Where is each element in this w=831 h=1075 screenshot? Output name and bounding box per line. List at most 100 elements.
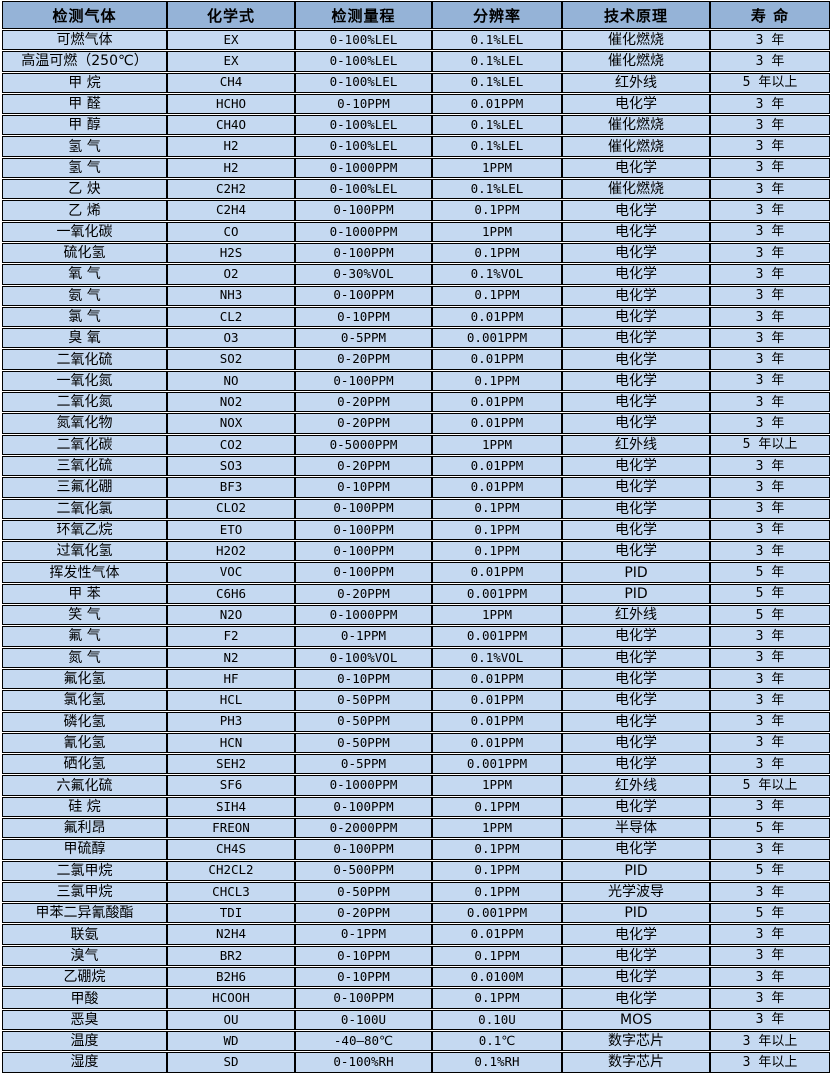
cell-resolution: 1PPM: [432, 775, 562, 796]
cell-resolution: 0.01PPM: [432, 711, 562, 732]
cell-gas: 湿度: [2, 1052, 167, 1073]
cell-gas: 硒化氢: [2, 754, 167, 775]
cell-formula: HF: [167, 668, 295, 690]
table-row: 氢 气 H2 0-100%LEL 0.1%LEL 催化燃烧 3 年: [2, 136, 830, 157]
cell-lifespan: 5 年以上: [710, 72, 830, 93]
cell-range: 0-100PPM: [295, 285, 432, 306]
cell-gas: 氯化氢: [2, 690, 167, 711]
cell-lifespan: 3 年: [710, 477, 830, 498]
cell-formula: CH4S: [167, 839, 295, 860]
cell-formula: CO2: [167, 434, 295, 455]
table-row: 过氧化氢 H2O2 0-100PPM 0.1PPM 电化学 3 年: [2, 541, 830, 562]
cell-principle: 电化学: [562, 754, 710, 775]
cell-formula: SIH4: [167, 796, 295, 817]
cell-formula: NO: [167, 370, 295, 392]
cell-resolution: 0.0100M: [432, 967, 562, 988]
cell-lifespan: 3 年: [710, 264, 830, 285]
cell-range: 0-100PPM: [295, 498, 432, 519]
cell-gas: 六氟化硫: [2, 775, 167, 796]
cell-lifespan: 5 年以上: [710, 775, 830, 796]
cell-lifespan: 3 年: [710, 242, 830, 264]
cell-range: 0-1PPM: [295, 924, 432, 945]
cell-formula: H2: [167, 157, 295, 179]
table-row: 氨 气 NH3 0-100PPM 0.1PPM 电化学 3 年: [2, 285, 830, 306]
column-header-range: 检测量程: [295, 1, 432, 29]
cell-lifespan: 3 年: [710, 541, 830, 562]
cell-gas: 甲苯二异氰酸酯: [2, 903, 167, 924]
cell-principle: 催化燃烧: [562, 51, 710, 72]
cell-range: 0-10PPM: [295, 93, 432, 115]
cell-principle: MOS: [562, 1009, 710, 1030]
cell-lifespan: 3 年: [710, 668, 830, 690]
table-row: 磷化氢 PH3 0-50PPM 0.01PPM 电化学 3 年: [2, 711, 830, 732]
cell-gas: 挥发性气体: [2, 562, 167, 583]
cell-gas: 二氧化氯: [2, 498, 167, 519]
table-row: 甲 醇 CH4O 0-100%LEL 0.1%LEL 催化燃烧 3 年: [2, 115, 830, 136]
cell-gas: 氯 气: [2, 306, 167, 328]
cell-range: -40—80℃: [295, 1030, 432, 1052]
cell-lifespan: 3 年: [710, 498, 830, 519]
cell-range: 0-50PPM: [295, 881, 432, 903]
cell-principle: 电化学: [562, 413, 710, 434]
column-header-gas: 检测气体: [2, 1, 167, 29]
cell-resolution: 0.1PPM: [432, 498, 562, 519]
cell-gas: 甲 醇: [2, 115, 167, 136]
table-row: 二氧化氯 CLO2 0-100PPM 0.1PPM 电化学 3 年: [2, 498, 830, 519]
cell-resolution: 0.1%LEL: [432, 30, 562, 51]
cell-principle: 电化学: [562, 242, 710, 264]
cell-range: 0-50PPM: [295, 711, 432, 732]
cell-principle: 电化学: [562, 285, 710, 306]
cell-resolution: 0.1PPM: [432, 285, 562, 306]
cell-gas: 氟 气: [2, 626, 167, 647]
cell-gas: 一氧化碳: [2, 221, 167, 242]
cell-gas: 过氧化氢: [2, 541, 167, 562]
cell-gas: 联氨: [2, 924, 167, 945]
cell-range: 0-500PPM: [295, 860, 432, 881]
table-header: 检测气体 化学式 检测量程 分辨率 技术原理寿 命: [2, 1, 830, 29]
cell-range: 0-1000PPM: [295, 775, 432, 796]
cell-resolution: 0.01PPM: [432, 349, 562, 370]
cell-gas: 臭 氧: [2, 328, 167, 349]
cell-gas: 三氟化硼: [2, 477, 167, 498]
cell-lifespan: 3 年: [710, 796, 830, 817]
cell-principle: 电化学: [562, 796, 710, 817]
cell-principle: 催化燃烧: [562, 136, 710, 157]
cell-formula: H2O2: [167, 541, 295, 562]
cell-range: 0-10PPM: [295, 967, 432, 988]
cell-principle: PID: [562, 583, 710, 605]
cell-principle: 电化学: [562, 988, 710, 1009]
cell-gas: 甲酸: [2, 988, 167, 1009]
cell-formula: OU: [167, 1009, 295, 1030]
cell-principle: 电化学: [562, 157, 710, 179]
cell-gas: 恶臭: [2, 1009, 167, 1030]
cell-principle: PID: [562, 903, 710, 924]
cell-range: 0-50PPM: [295, 690, 432, 711]
cell-formula: C2H4: [167, 200, 295, 221]
cell-resolution: 0.01PPM: [432, 93, 562, 115]
cell-gas: 硅 烷: [2, 796, 167, 817]
table-row: 环氧乙烷 ETO 0-100PPM 0.1PPM 电化学 3 年: [2, 519, 830, 541]
table-row: 温度 WD -40—80℃ 0.1℃ 数字芯片 3 年以上: [2, 1030, 830, 1052]
cell-principle: 电化学: [562, 264, 710, 285]
table-row: 氢 气 H2 0-1000PPM 1PPM 电化学 3 年: [2, 157, 830, 179]
table-row: 氰化氢 HCN 0-50PPM 0.01PPM 电化学 3 年: [2, 732, 830, 754]
cell-formula: CHCL3: [167, 881, 295, 903]
column-header-formula: 化学式: [167, 1, 295, 29]
cell-resolution: 0.1%LEL: [432, 72, 562, 93]
cell-lifespan: 3 年: [710, 349, 830, 370]
table-row: 氮 气 N2 0-100%VOL 0.1%VOL 电化学 3 年: [2, 647, 830, 668]
cell-gas: 二氧化碳: [2, 434, 167, 455]
table-row: 溴气 BR2 0-10PPM 0.1PPM 电化学 3 年: [2, 945, 830, 967]
cell-range: 0-20PPM: [295, 413, 432, 434]
cell-principle: 红外线: [562, 72, 710, 93]
cell-range: 0-1000PPM: [295, 157, 432, 179]
cell-lifespan: 3 年: [710, 754, 830, 775]
cell-resolution: 0.1%LEL: [432, 51, 562, 72]
cell-range: 0-1PPM: [295, 626, 432, 647]
cell-principle: 电化学: [562, 328, 710, 349]
cell-gas: 笑 气: [2, 605, 167, 626]
cell-lifespan: 3 年: [710, 626, 830, 647]
cell-resolution: 0.01PPM: [432, 690, 562, 711]
cell-resolution: 0.1PPM: [432, 200, 562, 221]
cell-resolution: 0.001PPM: [432, 583, 562, 605]
